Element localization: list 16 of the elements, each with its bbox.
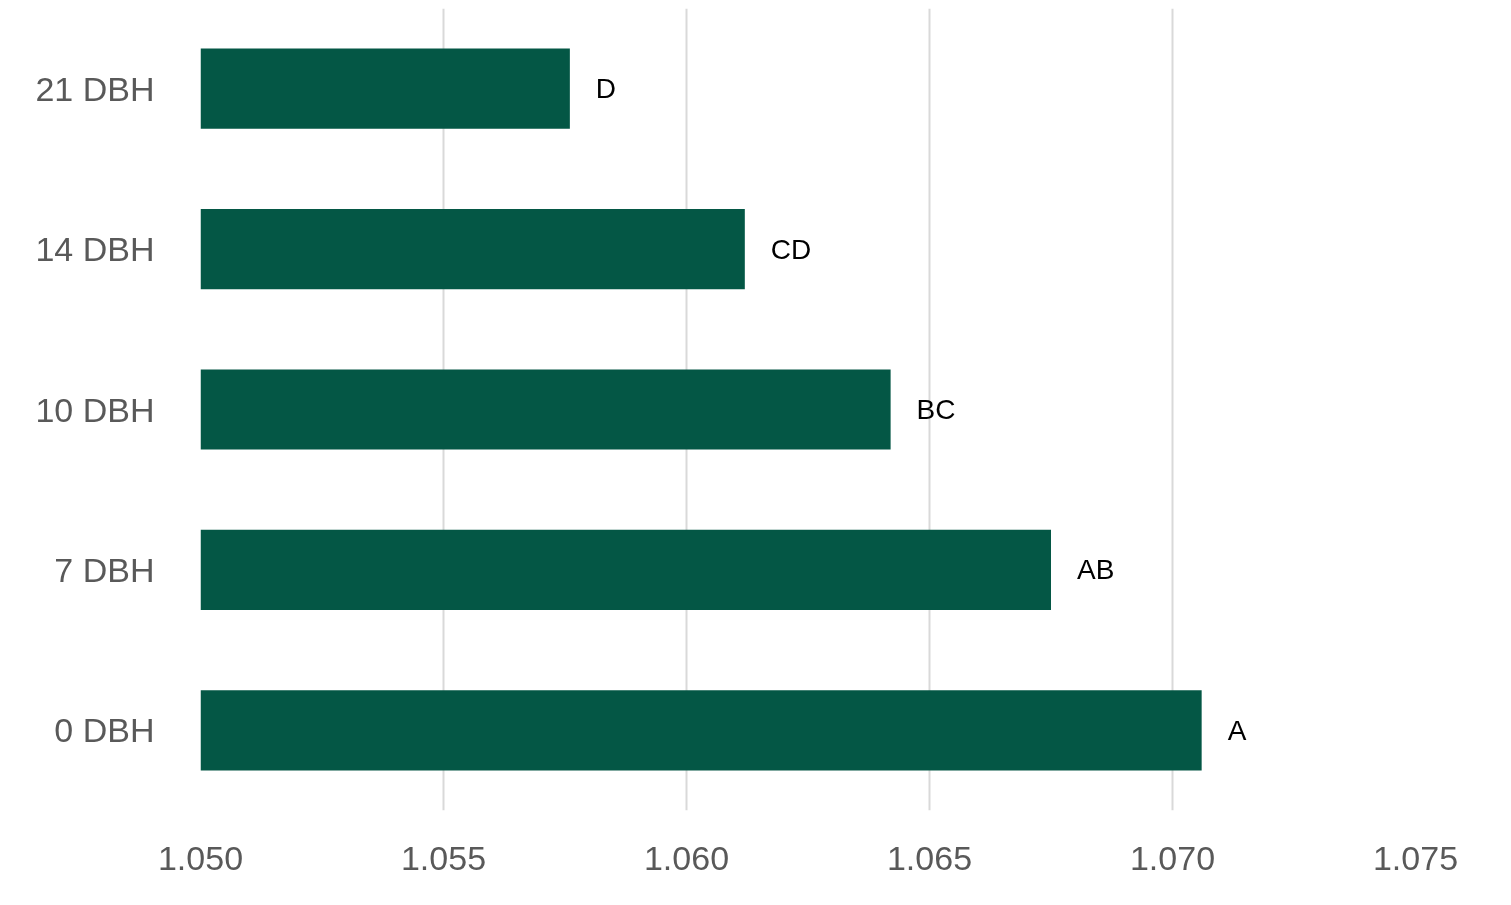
x-tick-label: 1.065 [886,838,973,877]
x-tick-label: 1.055 [400,838,487,877]
x-tick-label: 1.060 [643,838,730,877]
y-tick-label: 7 DBH [54,550,155,589]
text: A [1227,714,1247,746]
y-tick-label: 21 DBH [35,69,155,108]
text: AB [1077,554,1115,586]
x-tick-label: 1.075 [1372,838,1459,877]
y-tick-label: 10 DBH [35,390,155,429]
text: BC [916,394,956,425]
x-tick-label: 1.070 [1129,838,1216,877]
y-tick-label: 0 DBH [54,711,155,750]
y-tick-label: 14 DBH [35,230,155,269]
x-tick-label: 1.050 [157,838,244,877]
text: CD [770,233,812,265]
text: D [595,73,617,105]
